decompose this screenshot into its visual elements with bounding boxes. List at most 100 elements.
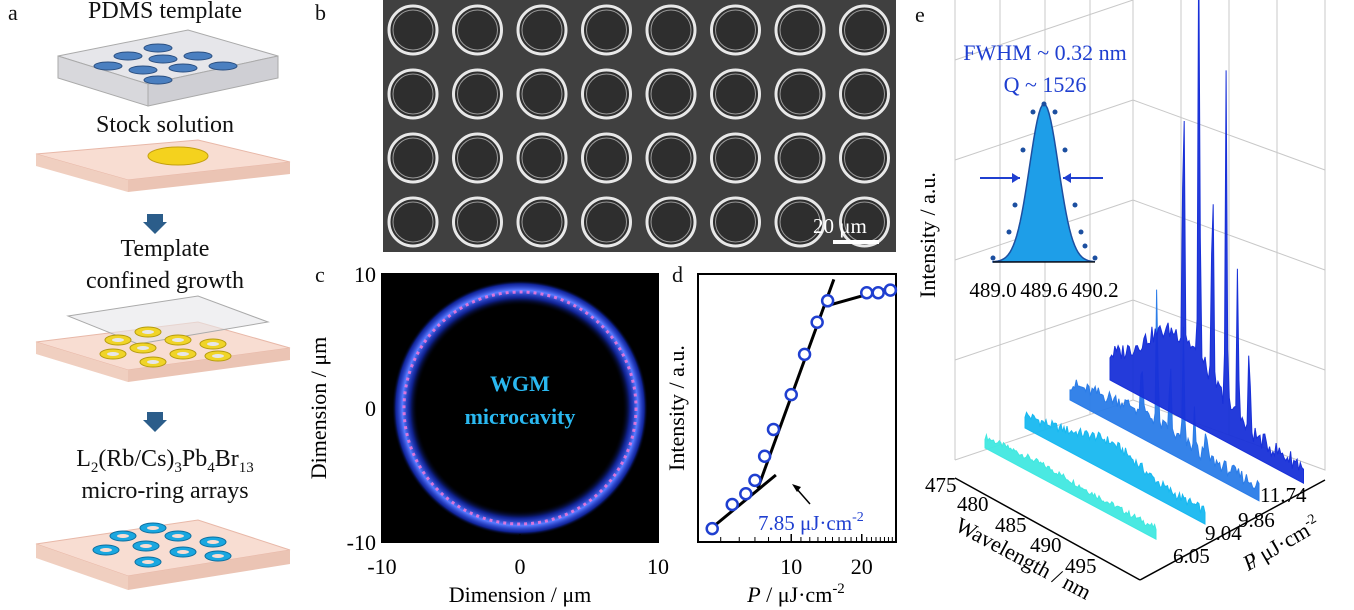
c-ytick-top: 10: [354, 262, 376, 287]
spectra-3d-plot: FWHM ~ 0.32 nm Q ~ 1526 489.0 489.6 490.…: [915, 0, 1326, 605]
spectrum-series-9.86: [1069, 289, 1260, 502]
inset-data-point: [1020, 147, 1026, 153]
sem-micro-ring: [387, 4, 439, 56]
inset-data-point: [990, 255, 996, 261]
sem-image: 20 μm: [383, 0, 896, 252]
c-xlabel: Dimension / μm: [449, 582, 592, 607]
threshold-data-point: [859, 286, 874, 300]
threshold-data-point: [739, 487, 753, 501]
sem-micro-ring: [774, 4, 826, 56]
threshold-data-point: [748, 473, 762, 488]
wgm-ring-modes: [402, 290, 638, 526]
threshold-data-point: [784, 387, 798, 402]
d-xlabel: P / μJ·cm-2: [746, 581, 845, 607]
spectrum-series-9.04: [1024, 411, 1206, 525]
inset-data-point: [1041, 101, 1047, 107]
sem-micro-ring: [839, 4, 890, 56]
pdms-template-label: PDMS template: [88, 0, 242, 24]
wgm-label-line1: WGM: [490, 371, 550, 396]
sem-micro-ring: [581, 132, 632, 184]
inset-data-point: [1092, 255, 1098, 261]
scale-bar: [833, 240, 879, 244]
sem-micro-ring: [581, 4, 632, 56]
e-wavelength-tick: 480: [957, 492, 989, 516]
c-xtick-mid: 0: [515, 554, 526, 579]
sem-micro-ring: [387, 68, 439, 120]
sem-micro-ring: [452, 68, 503, 120]
threshold-data-point: [810, 315, 824, 329]
threshold-plot: Intensity / a.u. 10 20 P / μJ·cm-2 7.85 μ…: [664, 273, 898, 607]
inset-data-point: [1078, 229, 1084, 235]
inset-q-label: Q ~ 1526: [1004, 72, 1087, 97]
wgm-field-plot: WGM microcavity 10 0 -10 -10 0 10 Dimens…: [306, 262, 669, 607]
sem-micro-ring: [710, 68, 761, 120]
e-p-tick: 6.05: [1173, 544, 1210, 568]
panel-b-letter: b: [315, 0, 326, 25]
threshold-data-point: [757, 449, 772, 463]
threshold-data-point: [871, 286, 885, 300]
scale-bar-label: 20 μm: [813, 214, 867, 238]
e-wavelength-tick: 475: [925, 473, 957, 497]
inset-data-point: [1052, 109, 1058, 115]
inset-xtick-2: 489.6: [1020, 278, 1067, 302]
threshold-arrow-head: [792, 484, 801, 492]
d-xtick-label: 20: [851, 554, 873, 579]
d-ylabel: Intensity / a.u.: [664, 345, 689, 471]
fwhm-inset: FWHM ~ 0.32 nm Q ~ 1526 489.0 489.6 490.…: [963, 40, 1126, 302]
e-ylabel: Intensity / a.u.: [915, 172, 940, 298]
sem-micro-ring: [452, 196, 503, 248]
inset-lorentzian-fill: [992, 103, 1096, 263]
sem-micro-ring: [710, 196, 761, 248]
spectrum-series-6.05: [984, 432, 1157, 541]
sem-micro-ring: [516, 196, 568, 248]
micro-ring-arrays-label: micro-ring arrays: [81, 478, 249, 504]
threshold-data-point: [883, 283, 898, 297]
sem-micro-ring: [774, 68, 826, 120]
threshold-data-point: [766, 422, 781, 437]
inset-data-point: [1006, 229, 1012, 235]
panel-c-letter: c: [315, 262, 325, 287]
c-ytick-bottom: -10: [347, 530, 376, 555]
sem-micro-ring: [645, 196, 697, 248]
3d-axes: [954, 477, 1326, 581]
threshold-label: 7.85 μJ·cm-2: [758, 510, 864, 535]
e-p-tick: 9.86: [1238, 508, 1275, 532]
sem-ring-grid: [383, 0, 896, 252]
arrow-down-icon: [143, 412, 167, 432]
threshold-data-point: [725, 497, 739, 512]
wgm-label-line2: microcavity: [465, 404, 576, 429]
e-wavelength-tick: 490: [1030, 533, 1062, 557]
c-ylabel: Dimension / μm: [306, 337, 331, 480]
template-label: Template: [120, 236, 210, 262]
sem-micro-ring: [516, 132, 568, 184]
sem-micro-ring: [645, 68, 697, 120]
inset-xtick-1: 489.0: [969, 278, 1016, 302]
sem-micro-ring: [774, 132, 826, 184]
sem-micro-ring: [387, 196, 439, 248]
stock-solution-substrate: [35, 139, 291, 192]
sem-micro-ring: [710, 4, 761, 56]
c-xtick-left: -10: [367, 554, 396, 579]
sem-micro-ring: [645, 132, 697, 184]
sem-micro-ring: [516, 4, 568, 56]
sem-micro-ring: [839, 196, 890, 248]
inset-data-point: [1072, 202, 1078, 208]
inset-data-point: [1030, 109, 1036, 115]
spectrum-series-11.74: [1109, 0, 1304, 485]
panel-e-letter: e: [915, 2, 925, 27]
micro-ring-arrays-illustration: [35, 519, 291, 590]
c-ytick-mid: 0: [365, 396, 376, 421]
threshold-data-point: [820, 294, 835, 308]
e-wavelength-tick: 495: [1065, 554, 1097, 578]
pdms-template-illustration: [57, 29, 279, 107]
sem-micro-ring: [452, 132, 503, 184]
threshold-data-point: [705, 521, 719, 536]
threshold-data-point: [797, 347, 812, 362]
panel-a-letter: a: [8, 0, 18, 25]
sem-micro-ring: [839, 68, 890, 120]
sem-micro-ring: [452, 4, 503, 56]
inset-fwhm-label: FWHM ~ 0.32 nm: [963, 40, 1126, 65]
formula-label: L2(Rb/Cs)3Pb4Br13: [76, 446, 254, 476]
inset-data-point: [1012, 202, 1018, 208]
fit-line-below-threshold: [706, 473, 777, 533]
